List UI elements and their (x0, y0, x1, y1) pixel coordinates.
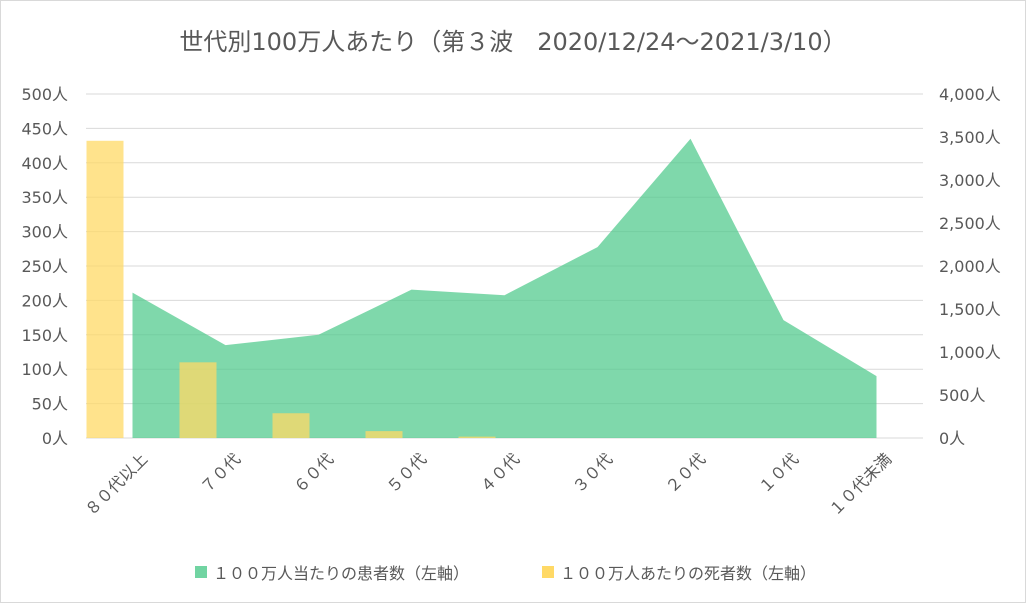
deaths-bar (365, 431, 403, 438)
deaths-bar (458, 436, 496, 438)
left-tick-label: 0人 (42, 429, 68, 448)
right-tick-label: 3,500人 (939, 128, 1001, 147)
left-tick-label: 50人 (32, 395, 68, 414)
right-tick-label: 3,000人 (939, 171, 1001, 190)
right-tick-label: 2,000人 (939, 257, 1001, 276)
right-tick-label: 1,000人 (939, 343, 1001, 362)
patients-area-layer (132, 138, 877, 438)
x-tick-label: ５０代 (383, 449, 430, 496)
x-tick-label: ３０代 (569, 449, 616, 496)
x-tick-label: １０代 (755, 449, 802, 496)
legend-item-deaths: １００万人あたりの死者数（左軸） (542, 560, 816, 584)
patients-area (132, 138, 877, 438)
x-tick-label: １０代未満 (825, 449, 895, 519)
x-tick-label: ４０代 (476, 449, 523, 496)
left-tick-label: 150人 (21, 326, 68, 345)
right-tick-label: 1,500人 (939, 300, 1001, 319)
right-axis: 0人 500人 1,000人 1,500人 2,000人 2,500人 3,000人 3,50… (939, 85, 1001, 448)
left-tick-label: 200人 (21, 291, 68, 310)
deaths-bar-layer (86, 140, 496, 438)
x-tick-label: ８０代以上 (81, 449, 151, 519)
right-tick-label: 0人 (939, 429, 965, 448)
right-tick-label: 500人 (939, 386, 986, 405)
deaths-bar (86, 140, 124, 438)
legend-swatch-patients (195, 566, 207, 578)
legend-swatch-deaths (542, 566, 554, 578)
deaths-bar (179, 362, 217, 438)
left-tick-label: 500人 (21, 85, 68, 104)
x-tick-label: ７０代 (197, 449, 244, 496)
legend-label-deaths: １００万人あたりの死者数（左軸） (560, 564, 817, 583)
legend-item-patients: １００万人当たりの患者数（左軸） (195, 560, 469, 584)
x-axis: ８０代以上 ７０代 ６０代 ５０代 ４０代 ３０代 ２０代 １０代 １０代未満 (81, 449, 895, 519)
left-tick-label: 250人 (21, 257, 68, 276)
right-tick-label: 2,500人 (939, 214, 1001, 233)
right-tick-label: 4,000人 (939, 85, 1001, 104)
deaths-bar (272, 413, 310, 438)
left-tick-label: 100人 (21, 360, 68, 379)
left-tick-label: 400人 (21, 154, 68, 173)
left-tick-label: 350人 (21, 188, 68, 207)
chart-title: 世代別100万人あたり（第３波 2020/12/24～2021/3/10） (179, 28, 847, 56)
legend-label-patients: １００万人当たりの患者数（左軸） (213, 564, 470, 583)
x-tick-label: ６０代 (290, 449, 337, 496)
left-axis: 0人 50人 100人 150人 200人 250人 300人 350人 400人 450人 500… (21, 85, 68, 448)
left-tick-label: 300人 (21, 223, 68, 242)
left-tick-label: 450人 (21, 119, 68, 138)
x-tick-label: ２０代 (662, 449, 709, 496)
